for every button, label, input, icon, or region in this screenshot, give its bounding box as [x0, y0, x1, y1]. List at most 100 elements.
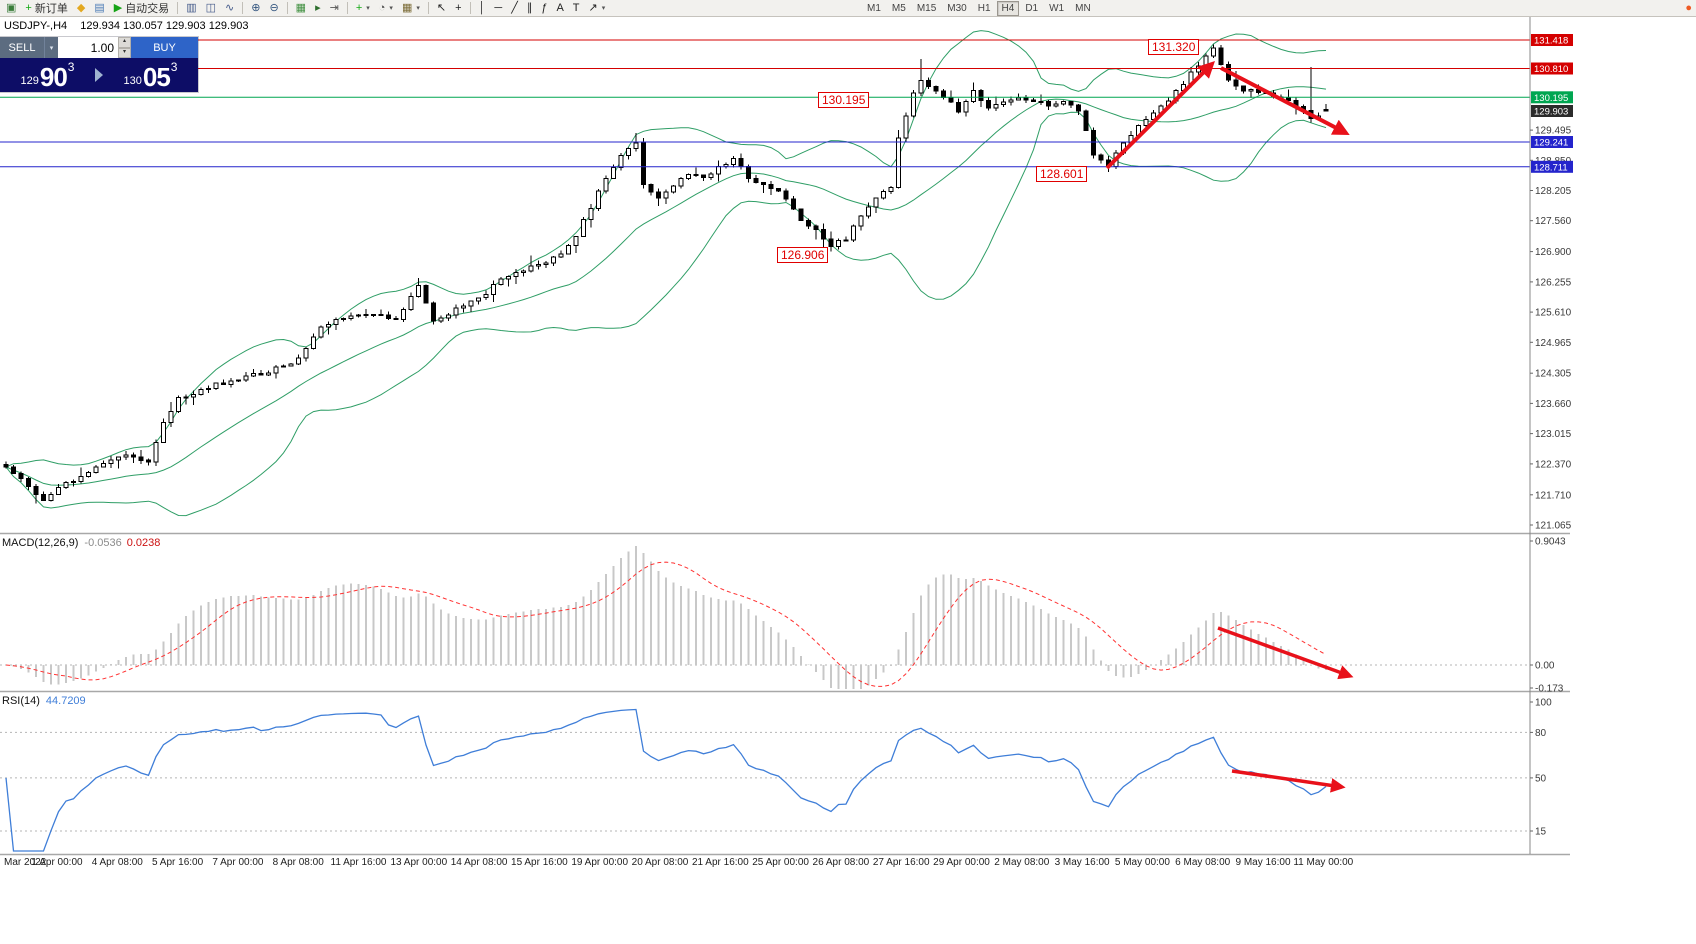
sell-price-main: 90: [39, 62, 68, 92]
price-annotation[interactable]: 131.320: [1148, 39, 1200, 55]
volume-input[interactable]: [58, 37, 118, 58]
indicators-button[interactable]: + ▾: [352, 1, 374, 16]
auto-trading-label: 自动交易: [125, 3, 170, 15]
buy-button[interactable]: BUY: [131, 37, 198, 58]
price-scale-label: 121.710: [1535, 490, 1572, 501]
rsi-scale-label: 80: [1535, 728, 1547, 739]
new-order-icon: +: [25, 1, 32, 14]
timeframe-h1-button[interactable]: H1: [973, 1, 996, 16]
rsi-panel[interactable]: [0, 708, 1530, 852]
ohlc-values: 129.934 130.057 129.903 129.903: [80, 20, 249, 32]
volume-dropdown-icon[interactable]: ▾: [44, 37, 58, 58]
volume-up-button[interactable]: ▴: [118, 37, 131, 48]
bar-chart-icon: ▥: [186, 1, 197, 14]
buy-price[interactable]: 130 05 3: [103, 58, 198, 92]
vertical-line-button[interactable]: │: [475, 1, 490, 16]
timeframe-d1-button[interactable]: D1: [1020, 1, 1043, 16]
time-axis-label: 29 Apr 00:00: [933, 857, 990, 868]
rsi-title: RSI(14): [2, 695, 40, 707]
templates-button[interactable]: ▦ ▾: [398, 1, 424, 16]
price-tag: [1531, 136, 1573, 148]
bid-ask-display: 129 90 3 130 05 3: [0, 58, 198, 92]
arrows-button[interactable]: ↗ ▾: [585, 1, 610, 16]
arrows-icon: ↗: [588, 1, 598, 14]
new-order-label: 新订单: [34, 3, 68, 15]
price-annotation[interactable]: 130.195: [818, 92, 870, 108]
zoom-out-button[interactable]: ⊖: [265, 1, 282, 16]
text-button[interactable]: A: [552, 1, 567, 16]
sell-button[interactable]: SELL: [0, 37, 44, 58]
price-tag: [1531, 91, 1573, 104]
price-down-arrow[interactable]: [1220, 66, 1350, 135]
rsi-scale-label: 100: [1535, 698, 1552, 709]
price-up-arrow[interactable]: [1105, 61, 1215, 170]
cursor-icon: ↖: [436, 1, 447, 14]
price-tag: [1531, 34, 1573, 46]
line-chart-button[interactable]: ∿: [221, 1, 238, 16]
trendline-button[interactable]: ╱: [507, 1, 522, 16]
auto-trading-icon: ▶: [113, 1, 123, 14]
macd-scale-label: 0.00: [1535, 661, 1555, 672]
metaeditor-button[interactable]: ◆: [73, 1, 89, 16]
macd-label: MACD(12,26,9) -0.0536 0.0238: [2, 537, 160, 549]
new-chart-icon: ▣: [6, 1, 17, 14]
zoom-in-button[interactable]: ⊕: [247, 1, 264, 16]
sell-price[interactable]: 129 90 3: [0, 58, 95, 92]
bar-chart-button[interactable]: ▥: [182, 1, 200, 16]
profiles-button[interactable]: ▤: [90, 1, 108, 16]
timeframe-m5-button[interactable]: M5: [887, 1, 911, 16]
price-tag-label: 130.195: [1534, 93, 1568, 104]
price-tag-label: 129.903: [1534, 107, 1568, 118]
toolbar: ▣ + 新订单 ◆ ▤ ▶ 自动交易 ▥ ◫ ∿ ⊕ ⊖ ▦ ▸ ⇥ + ▾ ◔ ▾ ▦ ▾ ↖ + │ ─ ╱ ∥ ƒ A T ↗ ▾ M1 M…: [0, 0, 1696, 17]
time-axis-label: 19 Apr 00:00: [571, 857, 629, 868]
text-label-button[interactable]: T: [569, 1, 584, 16]
horizontal-line-icon: ─: [494, 1, 503, 14]
cursor-button[interactable]: ↖: [433, 1, 450, 16]
new-chart-button[interactable]: ▣: [2, 1, 20, 16]
time-axis-label: 1 Apr 00:00: [31, 857, 83, 868]
timeframe-m15-button[interactable]: M15: [912, 1, 941, 16]
horizontal-line-button[interactable]: ─: [490, 1, 506, 16]
price-annotation[interactable]: 126.906: [777, 247, 829, 263]
indicators-icon: +: [355, 1, 363, 14]
new-order-button[interactable]: + 新订单: [21, 1, 71, 16]
fibonacci-button[interactable]: ƒ: [537, 1, 551, 16]
timeframe-w1-button[interactable]: W1: [1044, 1, 1069, 16]
time-axis[interactable]: Mar 2022 1 Apr 00:00 4 Apr 08:00 5 Apr 16:0…: [0, 857, 1570, 871]
price-scale[interactable]: 129.495128.850128.205127.560126.900126.2…: [1530, 34, 1573, 838]
price-tag: [1531, 160, 1573, 173]
macd-down-arrow[interactable]: [1217, 626, 1354, 680]
macd-scale-label: 0.9043: [1535, 537, 1566, 548]
timeframe-h4-button[interactable]: H4: [996, 1, 1020, 16]
price-annotation[interactable]: 128.601: [1036, 166, 1088, 182]
auto-trading-button[interactable]: ▶ 自动交易: [110, 1, 173, 16]
timeframe-group: M1 M5 M15 M30 H1 H4 D1 W1 MN: [862, 1, 1096, 16]
macd-scale-label: -0.173: [1535, 684, 1564, 695]
equidistant-channel-button[interactable]: ∥: [523, 1, 537, 16]
price-divider-icon: [95, 68, 103, 82]
main-chart-panel[interactable]: [3, 30, 1329, 517]
chart-shift-button[interactable]: ⇥: [326, 1, 343, 16]
price-tag-label: 129.241: [1534, 138, 1568, 149]
toolbar-separator: [469, 2, 471, 14]
toolbar-separator: [427, 2, 429, 14]
timeframe-m30-button[interactable]: M30: [942, 1, 971, 16]
time-axis-label: 4 Apr 08:00: [91, 857, 143, 868]
candlestick-chart-button[interactable]: ◫: [202, 1, 220, 16]
time-axis-label: 27 Apr 16:00: [872, 857, 930, 868]
timeframe-m1-button[interactable]: M1: [862, 1, 886, 16]
crosshair-button[interactable]: +: [451, 1, 465, 16]
trendline-icon: ╱: [511, 1, 518, 14]
time-axis-label: 26 Apr 08:00: [812, 857, 870, 868]
macd-panel[interactable]: [0, 546, 1530, 689]
rsi-down-arrow[interactable]: [1231, 769, 1346, 793]
timeframe-mn-button[interactable]: MN: [1070, 1, 1096, 16]
auto-scroll-button[interactable]: ▸: [311, 1, 325, 16]
volume-down-button[interactable]: ▾: [118, 47, 131, 58]
tile-windows-button[interactable]: ▦: [292, 1, 310, 16]
periods-button[interactable]: ◔ ▾: [375, 1, 397, 16]
fibonacci-icon: ƒ: [541, 1, 548, 14]
indicators-caret-icon: ▾: [366, 5, 370, 12]
